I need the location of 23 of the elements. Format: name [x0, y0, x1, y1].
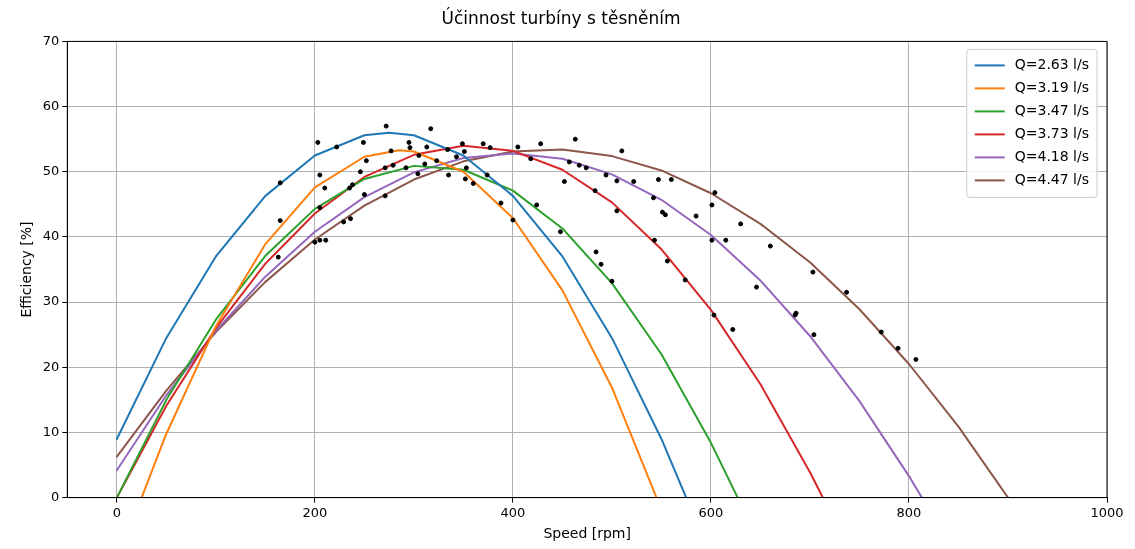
chart-title: Účinnost turbíny s těsněním: [441, 6, 681, 28]
y-axis-title: Efficiency [%]: [18, 221, 35, 318]
legend-label: Q=3.19 l/s: [1014, 79, 1090, 96]
y-tick-label: 30: [42, 293, 60, 309]
y-tick-label: 60: [42, 97, 60, 113]
y-tick-label: 10: [42, 423, 60, 439]
legend-label: Q=4.47 l/s: [1014, 171, 1090, 188]
y-tick-label: 70: [42, 32, 60, 48]
x-tick-label: 800: [896, 504, 922, 520]
legend-label: Q=2.63 l/s: [1014, 56, 1090, 73]
legend-label: Q=3.73 l/s: [1014, 125, 1090, 142]
x-axis-title: Speed [rpm]: [543, 525, 631, 542]
x-tick-label: 400: [500, 504, 526, 520]
x-tick-label: 600: [698, 504, 724, 520]
y-tick-label: 20: [42, 358, 60, 374]
x-tick-label: 0: [112, 504, 121, 520]
legend-label: Q=4.18 l/s: [1014, 148, 1090, 165]
y-tick-label: 40: [42, 228, 60, 244]
x-tick-label: 1000: [1090, 504, 1124, 520]
legend-label: Q=3.47 l/s: [1014, 102, 1090, 119]
y-tick-label: 0: [51, 488, 60, 504]
y-tick-label: 50: [42, 163, 60, 179]
x-tick-label: 200: [302, 504, 328, 520]
